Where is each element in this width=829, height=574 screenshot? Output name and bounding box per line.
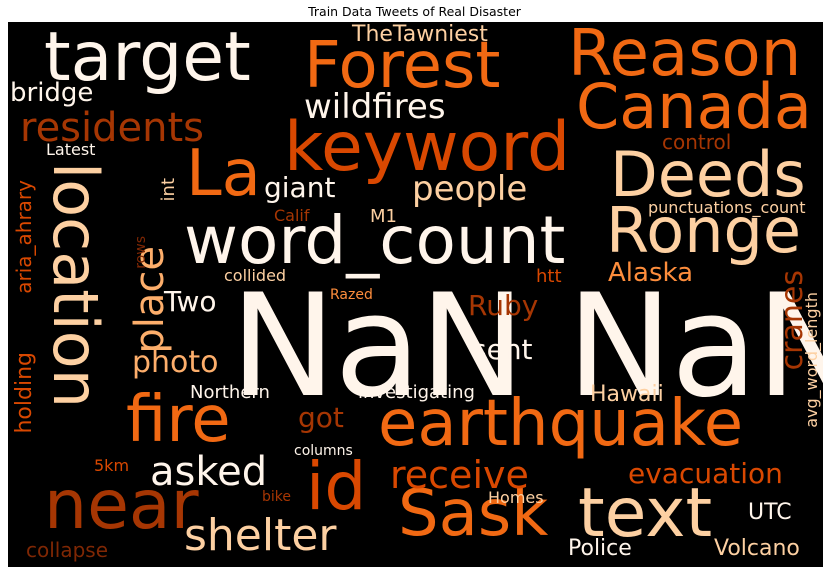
word-ruby: Ruby [468, 289, 539, 322]
word-thetawniest: TheTawniest [352, 22, 488, 47]
word-volcano: Volcano [714, 536, 800, 561]
word-northern: Northern [190, 382, 270, 403]
word-fire: fire [126, 383, 231, 457]
word-calif: Calif [274, 206, 310, 225]
word-location: location [39, 162, 112, 409]
word-photo: photo [132, 345, 219, 380]
word-collided: collided [224, 266, 287, 285]
word-avg-word-length: avg_word_length [802, 292, 821, 428]
word-htt: htt [536, 266, 562, 287]
word-aria-ahrary: aria_ahrary [12, 180, 36, 294]
figure-title: Train Data Tweets of Real Disaster [308, 4, 521, 19]
word-reason: Reason [568, 22, 802, 91]
word-residents: residents [20, 105, 205, 151]
word-id: id [306, 448, 367, 525]
word-homes: Homes [488, 488, 544, 507]
word-evacuation: evacuation [628, 457, 783, 490]
word-nan-nan: NaN NaN [230, 264, 823, 429]
word-cloud: NaN NaN word_count earthquake keyword Fo… [8, 22, 823, 567]
word-investigating: investigating [358, 382, 475, 403]
word-sask: Sask [398, 477, 549, 551]
word-text: text [578, 474, 713, 553]
word-keyword: keyword [284, 108, 571, 187]
word-collapse: collapse [26, 538, 109, 562]
word-holding: holding [12, 352, 37, 434]
word-target: target [44, 22, 251, 97]
word-forest: Forest [304, 29, 501, 103]
word-word-count: word_count [184, 202, 566, 279]
word-bridge: bridge [10, 78, 94, 108]
word-ronge: Ronge [606, 194, 802, 267]
word-la: La [186, 137, 261, 211]
word-shelter: shelter [184, 510, 337, 561]
word-razed: Razed [330, 287, 373, 303]
word-m1: M1 [370, 206, 397, 227]
word-earthquake: earthquake [378, 387, 744, 461]
word-canada: Canada [576, 70, 812, 143]
word-hawaii: Hawaii [590, 382, 664, 407]
word-control: control [662, 130, 732, 154]
word-sent: sent [472, 333, 533, 366]
word-int: int [158, 178, 179, 202]
word-rows: rows [133, 236, 149, 269]
word-police: Police [568, 536, 632, 561]
word-people: people [412, 169, 528, 209]
word-near: near [44, 466, 199, 545]
word-wildfires: wildfires [304, 87, 446, 127]
word-utc: UTC [748, 500, 792, 525]
word-deeds: Deeds [610, 138, 806, 211]
word-columns: columns [294, 443, 353, 459]
word-bike: bike [262, 489, 291, 505]
word-punctuations-count: punctuations_count [648, 198, 806, 217]
word-alaska: Alaska [608, 258, 694, 288]
word-latest: Latest [46, 140, 96, 159]
word-got: got [298, 401, 344, 434]
word-receive: receive [390, 453, 529, 497]
word-giant: giant [264, 171, 336, 204]
word-two: Two [164, 285, 217, 318]
word-5km: 5km [94, 456, 130, 475]
word-asked: asked [150, 449, 268, 495]
